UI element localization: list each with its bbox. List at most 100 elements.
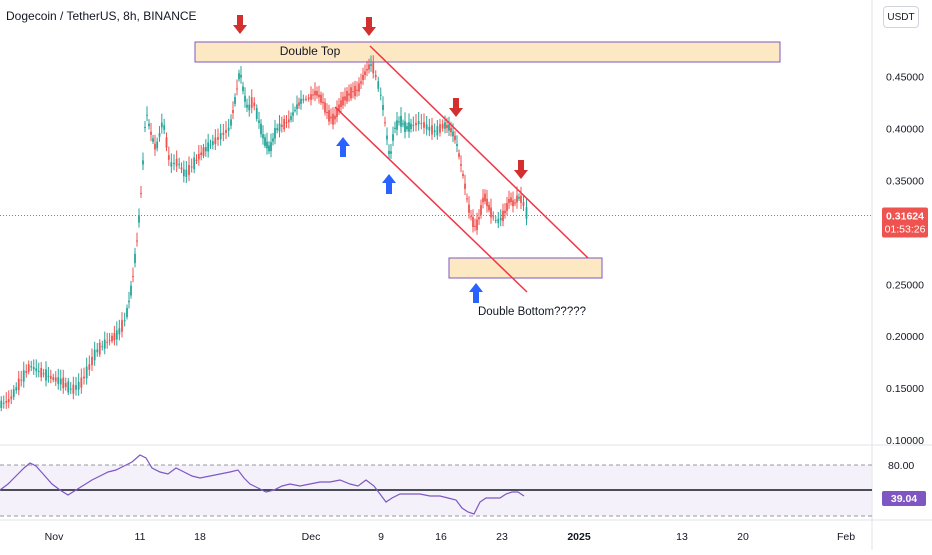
candle-body [240, 74, 242, 78]
candle-body [173, 162, 175, 165]
candle-body [525, 207, 528, 219]
candle-body [388, 150, 390, 155]
candle-body [508, 198, 510, 204]
y-tick-label: 0.15000 [886, 383, 924, 395]
candle-body [163, 125, 166, 130]
candle-body [134, 253, 136, 264]
candle-body [377, 81, 380, 89]
y-tick-label: 0.40000 [886, 124, 924, 136]
candle-body [348, 93, 350, 96]
candle-body [456, 144, 458, 146]
candle-body [283, 118, 286, 130]
candle-body [5, 401, 8, 403]
candle-body [207, 142, 210, 152]
candle-body [276, 128, 279, 131]
x-tick-label: 23 [496, 531, 508, 543]
candle-body [54, 377, 57, 382]
candle-body [10, 396, 13, 400]
candle-body [366, 68, 368, 71]
currency-selector[interactable]: USDT [883, 6, 919, 28]
candle-body [146, 114, 148, 116]
candle-body [264, 137, 266, 146]
candle-body [400, 115, 402, 127]
candle-body [47, 375, 50, 377]
double-bottom-zone [448, 257, 603, 279]
candle-body [302, 98, 305, 101]
rsi-layer: 80.00 39.04 [0, 454, 926, 517]
candle-body [316, 91, 318, 96]
candle-body [290, 116, 292, 120]
candle-body [253, 102, 256, 107]
candle-body [464, 183, 466, 189]
candle-body [178, 163, 181, 165]
candle-body [200, 152, 203, 156]
x-tick-label: 9 [378, 531, 384, 543]
candle-body [88, 364, 91, 370]
candle-body [17, 378, 20, 390]
candle-body [368, 64, 370, 70]
candle-body [444, 122, 446, 129]
candle-body [474, 225, 476, 227]
candle-body [497, 218, 500, 224]
candle-body [262, 134, 264, 139]
drawings-layer: Double Bottom????? [0, 15, 872, 318]
last-price-value: 0.31624 [886, 211, 924, 223]
candle-body [246, 104, 248, 108]
x-tick-label: Dec [302, 531, 321, 543]
candle-body [433, 130, 436, 133]
rsi-tick-label: 80.00 [888, 460, 914, 472]
zones-layer: Double Top [194, 41, 781, 279]
candle-body [402, 123, 404, 125]
candle-body [230, 119, 232, 126]
candle-body [115, 330, 118, 340]
candle-body [428, 126, 431, 131]
candle-body [136, 240, 138, 242]
candle-body [330, 116, 332, 119]
candle-body [468, 204, 470, 213]
candle-body [504, 210, 506, 214]
candle-body [167, 155, 170, 160]
candles-layer [0, 55, 528, 412]
candle-body [454, 135, 456, 141]
candle-body [450, 127, 452, 133]
candle-body [113, 333, 116, 341]
candle-body [138, 215, 140, 223]
candle-body [156, 141, 159, 149]
y-tick-label: 0.25000 [886, 279, 924, 291]
down-arrow-icon [362, 17, 376, 36]
double-top-zone [194, 41, 781, 63]
candle-body [232, 110, 234, 113]
candle-body [118, 328, 121, 335]
candle-body [326, 111, 328, 114]
candle-body [45, 369, 47, 381]
candle-body [314, 90, 316, 96]
candle-body [480, 205, 482, 215]
candle-body [415, 122, 417, 126]
candle-body [328, 110, 330, 122]
candle-body [476, 219, 478, 231]
candle-body [272, 138, 274, 142]
candle-body [12, 389, 15, 398]
candle-body [398, 121, 400, 123]
candle-body [364, 71, 366, 76]
candle-body [160, 122, 163, 128]
candle-body [140, 192, 142, 194]
candle-body [154, 143, 156, 150]
y-tick-label: 0.20000 [886, 331, 924, 343]
candle-body [431, 125, 433, 135]
candle-body [512, 200, 514, 207]
candle-body [278, 123, 281, 132]
candle-body [417, 120, 420, 125]
candle-body [227, 127, 230, 131]
candle-body [322, 101, 324, 104]
up-arrow-icon [469, 283, 483, 303]
candle-body [478, 217, 480, 220]
candle-body [202, 147, 205, 156]
candle-body [148, 123, 150, 127]
candle-body [268, 145, 270, 152]
candle-body [482, 197, 484, 203]
rsi-value: 39.04 [891, 493, 917, 505]
channel-lower-line [334, 106, 528, 293]
